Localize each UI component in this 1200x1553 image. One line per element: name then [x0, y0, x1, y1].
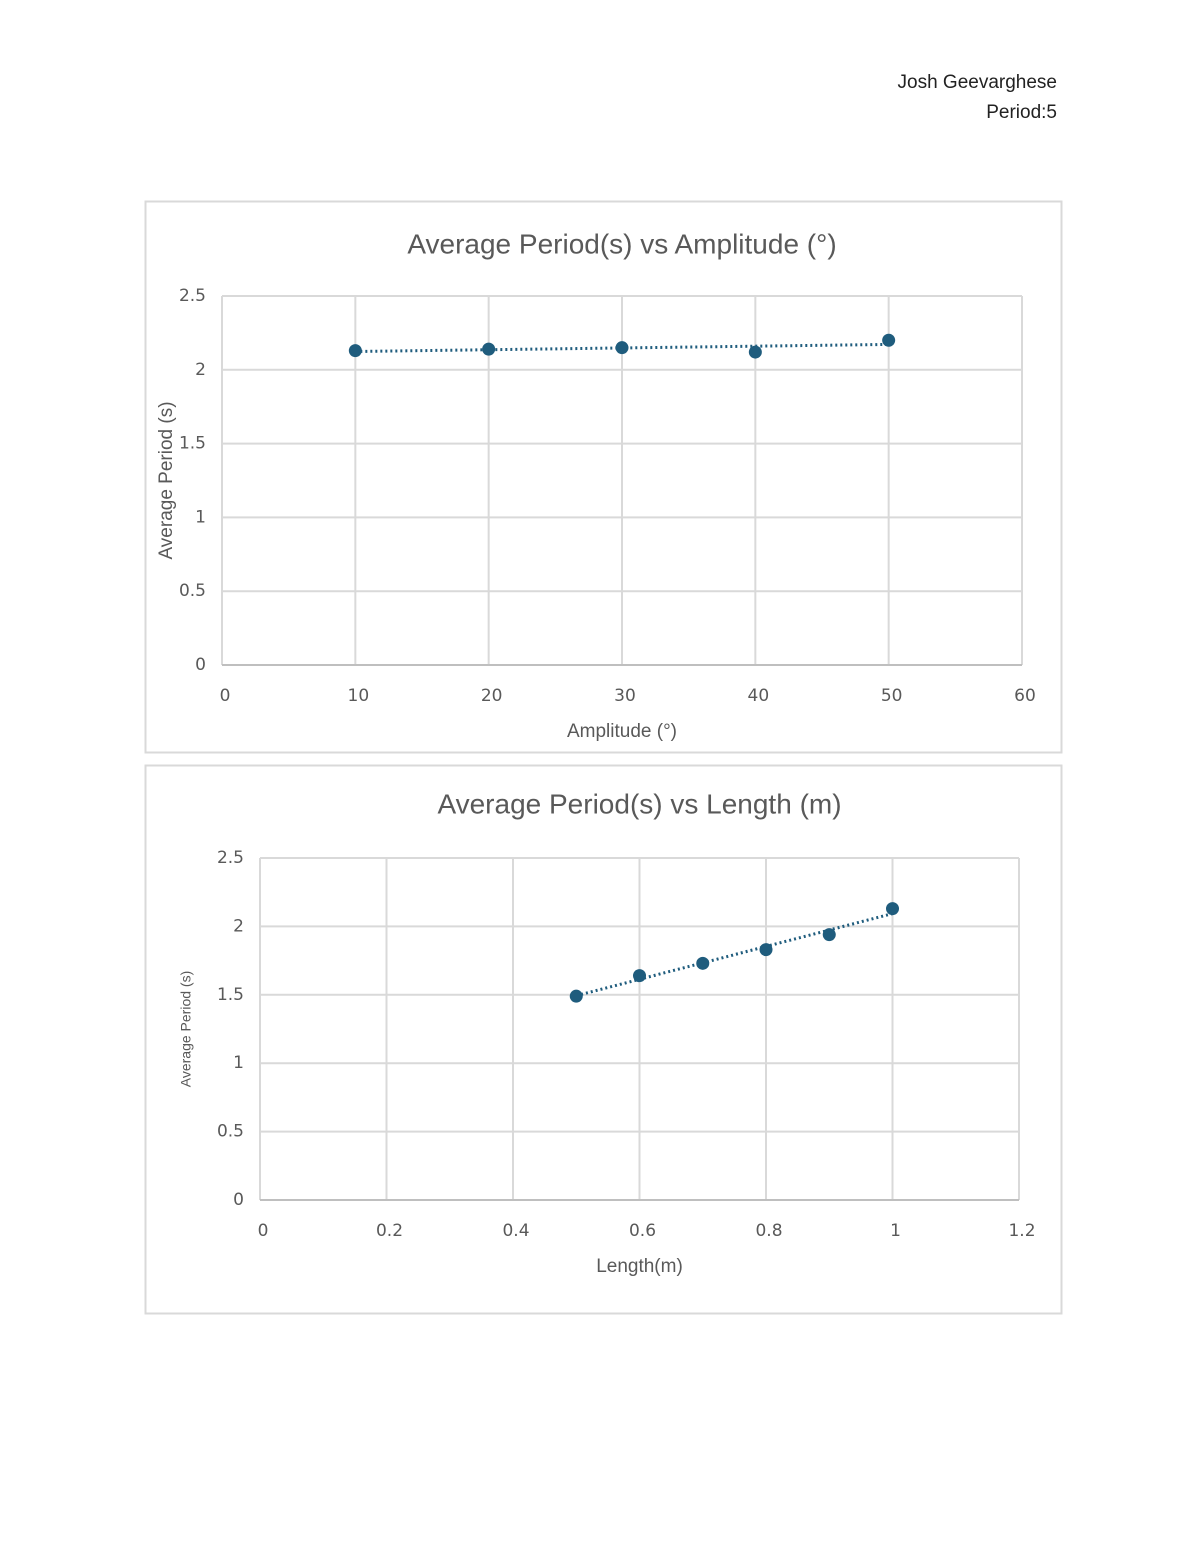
- y-axis-title: Average Period (s): [178, 971, 194, 1087]
- data-point: [633, 969, 646, 983]
- y-tick-label: 2: [195, 360, 206, 380]
- x-tick-label: 0: [220, 686, 231, 706]
- chart-title: Average Period(s) vs Amplitude (°): [407, 228, 836, 259]
- y-tick-label: 1.5: [217, 985, 244, 1005]
- x-tick-label: 0.6: [629, 1221, 656, 1241]
- x-tick-label: 0.8: [755, 1221, 782, 1241]
- data-point: [822, 928, 836, 942]
- x-tick-label: 60: [1014, 686, 1036, 706]
- y-tick-label: 0.5: [217, 1122, 244, 1142]
- class-period: Period:5: [986, 102, 1057, 123]
- x-axis-title: Length(m): [596, 1256, 683, 1277]
- data-point: [348, 344, 362, 358]
- x-tick-label: 10: [348, 686, 370, 706]
- x-tick-label: 30: [614, 686, 636, 706]
- x-tick-label: 1: [890, 1221, 901, 1241]
- data-point: [696, 956, 710, 970]
- y-tick-label: 2.5: [217, 848, 244, 868]
- y-tick-label: 0: [233, 1190, 244, 1210]
- chart-title: Average Period(s) vs Length (m): [437, 788, 841, 819]
- y-tick-label: 2: [233, 916, 244, 936]
- author-name: Josh Geevarghese: [898, 72, 1058, 93]
- x-tick-label: 20: [481, 686, 503, 706]
- y-tick-label: 0: [195, 655, 206, 675]
- y-tick-label: 2.5: [179, 286, 206, 306]
- y-axis-title: Average Period (s): [156, 401, 177, 559]
- x-tick-label: 1.2: [1008, 1221, 1035, 1241]
- data-point: [882, 333, 896, 347]
- x-tick-label: 0.2: [376, 1221, 403, 1241]
- y-tick-label: 1.5: [179, 434, 206, 454]
- data-point: [615, 341, 629, 355]
- chart-frame: [144, 200, 1063, 754]
- x-tick-label: 0: [258, 1221, 269, 1241]
- data-point: [569, 989, 583, 1003]
- data-point: [748, 345, 762, 359]
- x-tick-label: 0.4: [502, 1221, 529, 1241]
- data-point: [886, 902, 899, 916]
- y-tick-label: 1: [195, 507, 206, 527]
- y-tick-label: 1: [233, 1053, 244, 1073]
- data-point: [759, 943, 773, 957]
- chart-frame: [144, 764, 1063, 1315]
- y-tick-label: 0.5: [179, 581, 206, 601]
- x-tick-label: 40: [748, 686, 770, 706]
- x-tick-label: 50: [881, 686, 903, 706]
- data-point: [482, 342, 496, 356]
- x-axis-title: Amplitude (°): [567, 721, 677, 742]
